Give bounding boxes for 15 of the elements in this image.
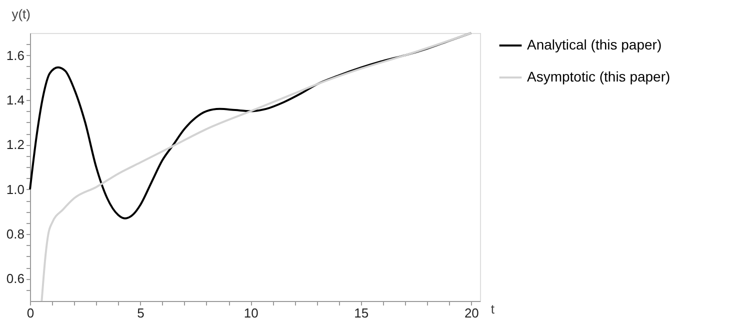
y-tick-label: 1.6 xyxy=(6,48,24,63)
x-axis-title: t xyxy=(490,302,495,316)
legend-label: Analytical (this paper) xyxy=(527,36,662,52)
x-tick-label: 0 xyxy=(26,306,34,320)
y-tick-label: 1.0 xyxy=(6,182,24,197)
x-tick-label: 10 xyxy=(244,306,258,320)
y-tick-label: 0.6 xyxy=(6,271,24,286)
y-tick-label: 0.8 xyxy=(6,226,24,242)
x-tick-label: 20 xyxy=(464,306,479,320)
y-axis-title: y(t) xyxy=(12,6,30,22)
x-tick-label: 15 xyxy=(354,306,369,320)
y-tick-label: 1.2 xyxy=(6,137,24,152)
x-tick-label: 5 xyxy=(137,306,144,320)
legend-label: Asymptotic (this paper) xyxy=(527,68,670,84)
y-tick-label: 1.4 xyxy=(6,92,24,108)
